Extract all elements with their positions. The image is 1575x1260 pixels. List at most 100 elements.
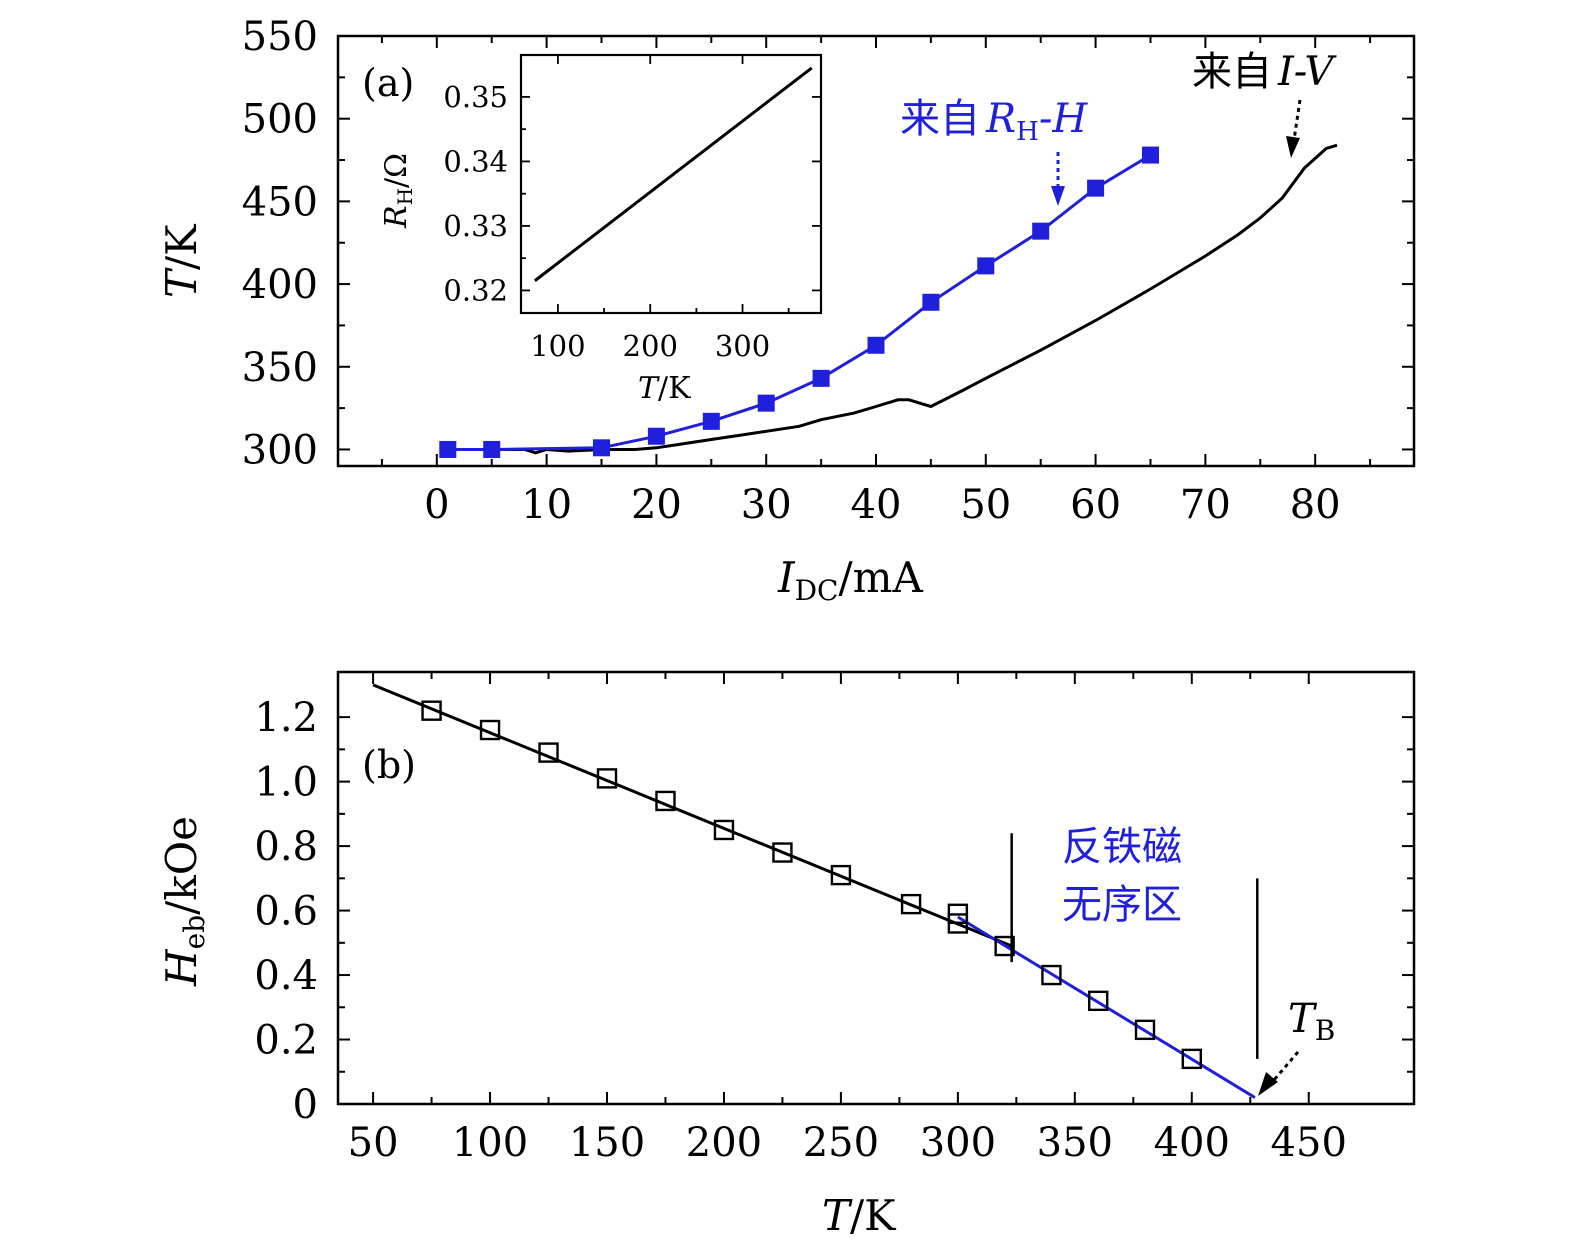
panel-a-series bbox=[439, 143, 1338, 458]
panel-a-x-tick-labels: 0 10 20 30 40 50 60 70 80 bbox=[424, 482, 1341, 528]
data-point bbox=[483, 440, 501, 458]
panel-b-points bbox=[421, 700, 1202, 1070]
inset-x-tick-label: 200 bbox=[623, 329, 678, 363]
y-tick-label: 1.0 bbox=[254, 760, 318, 806]
panel-b-label: (b) bbox=[362, 743, 416, 787]
inset-y-tick-label: 0.34 bbox=[443, 144, 508, 178]
data-point bbox=[1134, 1019, 1156, 1041]
panel-b: 50 100 150 200 250 300 350 400 450 0 0.2 0.4 0.6 0.8… bbox=[157, 670, 1416, 1240]
x-tick-label: 60 bbox=[1070, 482, 1121, 528]
data-point bbox=[757, 394, 775, 412]
inset-series bbox=[533, 66, 813, 282]
y-tick-label: 450 bbox=[242, 179, 318, 225]
x-tick-label: 10 bbox=[521, 482, 572, 528]
y-tick-label: 350 bbox=[242, 345, 318, 391]
x-tick-label: 200 bbox=[686, 1120, 762, 1166]
data-point bbox=[593, 439, 611, 457]
panel-b-x-tick-labels: 50 100 150 200 250 300 350 400 450 bbox=[348, 1120, 1347, 1166]
data-point bbox=[772, 842, 793, 863]
panel-a-y-axis-label: T/K bbox=[157, 223, 206, 298]
panel-a-label: (a) bbox=[362, 61, 414, 105]
y-tick-label: 1.2 bbox=[254, 695, 318, 741]
inset-x-tick-label: 100 bbox=[530, 329, 585, 363]
data-point bbox=[647, 427, 665, 445]
x-tick-label: 70 bbox=[1180, 482, 1231, 528]
panel-b-y-tick-labels: 0 0.2 0.4 0.6 0.8 1.0 1.2 bbox=[254, 695, 318, 1128]
inset-y-tick-label: 0.35 bbox=[443, 80, 508, 114]
inset-y-axis-label: RH/Ω bbox=[379, 153, 417, 229]
inset-y-tick-labels: 0.32 0.33 0.34 0.35 bbox=[443, 80, 508, 307]
x-tick-label: 300 bbox=[920, 1120, 996, 1166]
inset-x-tick-labels: 100 200 300 bbox=[530, 329, 770, 363]
panel-b-x-axis-label: T/K bbox=[822, 1191, 897, 1240]
x-tick-label: 40 bbox=[851, 482, 902, 528]
inset-x-axis-label: T/K bbox=[638, 371, 691, 406]
data-point bbox=[1088, 990, 1109, 1012]
y-tick-label: 0 bbox=[293, 1082, 318, 1128]
x-tick-label: 150 bbox=[569, 1120, 645, 1166]
y-tick-label: 0.4 bbox=[254, 953, 318, 999]
panel-b-y-axis-label: Heb/kOe bbox=[157, 816, 211, 987]
x-tick-label: 450 bbox=[1271, 1120, 1347, 1166]
y-tick-label: 0.2 bbox=[254, 1018, 318, 1064]
black-dotted-arrow bbox=[1286, 99, 1302, 158]
data-point bbox=[947, 913, 969, 934]
inset-y-tick-label: 0.33 bbox=[443, 209, 508, 243]
inset: 100 200 300 0.32 0.33 0.34 0.35 T/K RH/Ω bbox=[379, 53, 823, 406]
inset-ticks bbox=[521, 55, 821, 313]
data-point bbox=[977, 257, 995, 275]
annotation-from-i-v: 来自 I-V bbox=[1192, 49, 1337, 95]
data-point bbox=[702, 412, 720, 430]
tb-dotted-arrow bbox=[1258, 1051, 1300, 1096]
y-tick-label: 500 bbox=[242, 97, 318, 143]
data-point bbox=[867, 336, 885, 354]
data-point bbox=[596, 768, 618, 789]
annotation-from-rh-h: 来自 RH-H bbox=[900, 96, 1088, 147]
x-tick-label: 50 bbox=[960, 482, 1011, 528]
x-tick-label: 350 bbox=[1037, 1120, 1113, 1166]
data-point bbox=[655, 790, 676, 812]
data-point bbox=[479, 719, 501, 741]
data-point bbox=[922, 293, 940, 311]
panel-a-y-tick-labels: 300 350 400 450 500 550 bbox=[242, 14, 318, 473]
inset-x-tick-label: 300 bbox=[715, 329, 770, 363]
panel-b-ticks bbox=[338, 672, 1414, 1105]
data-point bbox=[1041, 964, 1062, 986]
panel-a: 0 10 20 30 40 50 60 70 80 300 350 400 450 500 550 (a)… bbox=[157, 14, 1416, 607]
y-tick-label: 300 bbox=[242, 427, 318, 473]
data-point bbox=[439, 440, 457, 458]
inset-y-tick-label: 0.32 bbox=[443, 273, 508, 307]
iv-curve bbox=[447, 143, 1338, 455]
tb-label: TB bbox=[1288, 996, 1335, 1047]
panel-a-x-axis-label: IDC/mA bbox=[777, 553, 923, 607]
x-tick-label: 100 bbox=[452, 1120, 528, 1166]
x-tick-label: 400 bbox=[1154, 1120, 1230, 1166]
x-tick-label: 50 bbox=[348, 1120, 399, 1166]
panel-a-ticks bbox=[338, 35, 1414, 466]
x-tick-label: 80 bbox=[1290, 482, 1341, 528]
y-tick-label: 550 bbox=[242, 14, 318, 60]
y-tick-label: 0.8 bbox=[254, 824, 318, 870]
x-tick-label: 250 bbox=[803, 1120, 879, 1166]
x-tick-label: 0 bbox=[424, 482, 449, 528]
data-point bbox=[538, 742, 559, 763]
x-tick-label: 20 bbox=[631, 482, 682, 528]
data-point bbox=[1141, 146, 1159, 164]
region-label-line2: 无序区 bbox=[1062, 882, 1182, 928]
data-point bbox=[812, 369, 830, 387]
data-point bbox=[421, 700, 442, 721]
data-point bbox=[994, 935, 1015, 957]
data-point bbox=[1032, 222, 1050, 240]
x-tick-label: 30 bbox=[741, 482, 792, 528]
y-tick-label: 400 bbox=[242, 262, 318, 308]
fit-line-black bbox=[372, 683, 1013, 948]
inset-rh-line bbox=[533, 66, 813, 282]
y-tick-label: 0.6 bbox=[254, 889, 318, 935]
data-point bbox=[830, 864, 852, 886]
data-point bbox=[900, 893, 922, 915]
region-label-line1: 反铁磁 bbox=[1062, 824, 1182, 870]
data-point bbox=[713, 819, 735, 841]
blue-dotted-arrow bbox=[1051, 152, 1065, 206]
panel-b-frame bbox=[336, 670, 1416, 1106]
